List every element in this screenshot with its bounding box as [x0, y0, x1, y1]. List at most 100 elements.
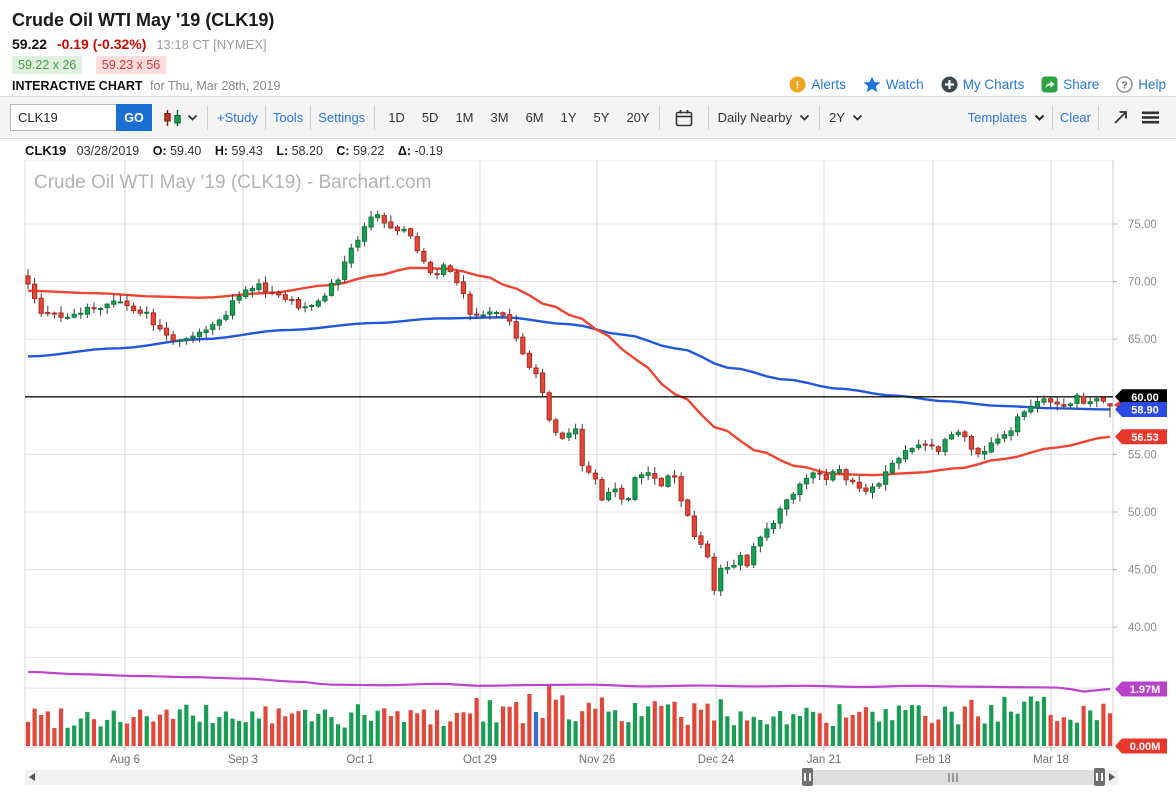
scroll-right-arrow-icon[interactable] — [1109, 773, 1115, 781]
svg-text:56.53: 56.53 — [1131, 432, 1159, 444]
templates-dropdown[interactable]: Templates — [968, 110, 1045, 125]
interactive-chart-label: INTERACTIVE CHART — [12, 79, 143, 93]
range-5y[interactable]: 5Y — [593, 110, 610, 125]
tools-button[interactable]: Tools — [272, 110, 304, 125]
svg-text:Oct 29: Oct 29 — [463, 754, 497, 766]
span-dropdown[interactable]: 2Y — [829, 110, 863, 125]
range-6m[interactable]: 6M — [525, 110, 544, 125]
page-title: Crude Oil WTI May '19 (CLK19) — [12, 10, 275, 30]
share-link[interactable]: Share — [1041, 76, 1099, 93]
delta-value: -0.19 — [414, 144, 443, 158]
settings-button[interactable]: Settings — [318, 110, 366, 125]
svg-text:Dec 24: Dec 24 — [698, 754, 735, 766]
add-study-button[interactable]: +Study — [217, 110, 258, 125]
svg-text:?: ? — [1122, 79, 1128, 91]
svg-text:65.00: 65.00 — [1128, 334, 1157, 346]
range-buttons: 1D 5D 1M 3M 6M 1Y 5Y 20Y — [388, 110, 649, 125]
ohlc-status-line: CLK19 03/28/2019 O: 59.40 H: 59.43 L: 58… — [0, 139, 1176, 160]
open-interest-line — [27, 670, 1111, 693]
clear-button[interactable]: Clear — [1059, 110, 1091, 125]
close-value: 59.22 — [353, 144, 385, 158]
svg-text:60.00: 60.00 — [1131, 392, 1159, 404]
chart-toolbar: GO +Study Tools Settings 1D 5D 1M 3M 6M … — [0, 97, 1176, 139]
chart-scrollbar-thumb[interactable] — [805, 770, 1105, 785]
volume-bars — [25, 685, 1113, 746]
svg-text:Feb 18: Feb 18 — [915, 754, 951, 766]
help-icon: ? — [1116, 76, 1134, 93]
chart-type-dropdown[interactable] — [162, 109, 198, 127]
svg-text:Aug 6: Aug 6 — [110, 754, 140, 766]
arrow-up-right-icon — [1114, 111, 1127, 124]
range-3m[interactable]: 3M — [490, 110, 509, 125]
calendar-icon — [675, 109, 692, 126]
x-axis: Aug 6 Sep 3 Oct 1 Oct 29 Nov 26 Dec 24 Jan 21 F… — [110, 754, 1069, 766]
status-date: 03/28/2019 — [76, 144, 140, 158]
scrollbar-grip[interactable] — [948, 773, 958, 782]
alerts-link[interactable]: ! Alerts — [789, 76, 846, 93]
ask-badge: 59.23 x 56 — [95, 56, 167, 74]
price-axis: 75.00 70.00 65.00 55.00 50.00 45.00 40.00 — [1128, 219, 1157, 634]
svg-text:0.00M: 0.00M — [1130, 741, 1161, 753]
range-1y[interactable]: 1Y — [560, 110, 577, 125]
last-price: 59.22 — [12, 36, 48, 52]
hamburger-menu-icon — [1142, 111, 1159, 124]
svg-text:Sep 3: Sep 3 — [228, 754, 258, 766]
status-symbol: CLK19 — [25, 143, 67, 158]
slow-ma-line — [27, 316, 1111, 411]
scrollbar-right-handle[interactable] — [1094, 768, 1105, 786]
scrollbar-left-handle[interactable] — [802, 768, 813, 786]
svg-text:55.00: 55.00 — [1128, 449, 1157, 461]
chart-date-label: for Thu, Mar 28th, 2019 — [150, 79, 281, 93]
candles — [25, 210, 1113, 597]
symbol-input[interactable] — [10, 104, 116, 131]
svg-text:Oct 1: Oct 1 — [346, 754, 373, 766]
svg-text:40.00: 40.00 — [1128, 622, 1157, 634]
chevron-down-icon — [187, 114, 198, 121]
chevron-down-icon — [799, 114, 810, 121]
scroll-left-arrow-icon[interactable] — [29, 773, 35, 781]
menu-button[interactable] — [1141, 110, 1160, 125]
chart-watermark: Crude Oil WTI May '19 (CLK19) - Barchart… — [34, 172, 432, 193]
header-divider — [0, 96, 1176, 97]
range-20y[interactable]: 20Y — [626, 110, 650, 125]
svg-text:Nov 26: Nov 26 — [579, 754, 615, 766]
svg-text:75.00: 75.00 — [1128, 219, 1157, 231]
svg-text:1.97M: 1.97M — [1130, 684, 1161, 696]
chevron-down-icon — [852, 114, 863, 121]
svg-text:!: ! — [796, 80, 800, 92]
calendar-button[interactable] — [675, 109, 693, 127]
star-icon — [863, 76, 881, 93]
svg-text:50.00: 50.00 — [1128, 507, 1157, 519]
alert-icon: ! — [789, 76, 806, 93]
annotate-button[interactable] — [1112, 109, 1129, 126]
svg-text:70.00: 70.00 — [1128, 277, 1157, 289]
quote-timestamp: 13:18 CT [NYMEX] — [156, 37, 267, 52]
quote-header: Crude Oil WTI May '19 (CLK19) 59.22 -0.1… — [0, 0, 1176, 97]
low-value: 58.20 — [291, 144, 323, 158]
watch-link[interactable]: Watch — [863, 76, 924, 93]
my-charts-link[interactable]: My Charts — [941, 76, 1024, 93]
bid-badge: 59.22 x 26 — [12, 56, 83, 74]
header-links: ! Alerts Watch My Charts Share ? Help — [789, 76, 1166, 93]
price-change: -0.19 (-0.32%) — [56, 36, 147, 52]
gridlines — [24, 159, 1117, 751]
frequency-dropdown[interactable]: Daily Nearby — [718, 110, 810, 125]
svg-text:58.90: 58.90 — [1131, 404, 1159, 416]
svg-text:Mar 18: Mar 18 — [1033, 754, 1069, 766]
range-5d[interactable]: 5D — [421, 110, 439, 125]
help-link[interactable]: ? Help — [1116, 76, 1166, 93]
chevron-down-icon — [1034, 114, 1045, 121]
svg-text:45.00: 45.00 — [1128, 565, 1157, 577]
go-button[interactable]: GO — [116, 104, 152, 131]
candlestick-icon — [164, 109, 181, 126]
range-1d[interactable]: 1D — [388, 110, 405, 125]
svg-text:Jan 21: Jan 21 — [807, 754, 842, 766]
open-value: 59.40 — [170, 144, 202, 158]
fast-ma-line — [27, 266, 1111, 477]
range-1m[interactable]: 1M — [455, 110, 474, 125]
plus-circle-icon — [941, 76, 958, 93]
share-icon — [1041, 76, 1058, 93]
